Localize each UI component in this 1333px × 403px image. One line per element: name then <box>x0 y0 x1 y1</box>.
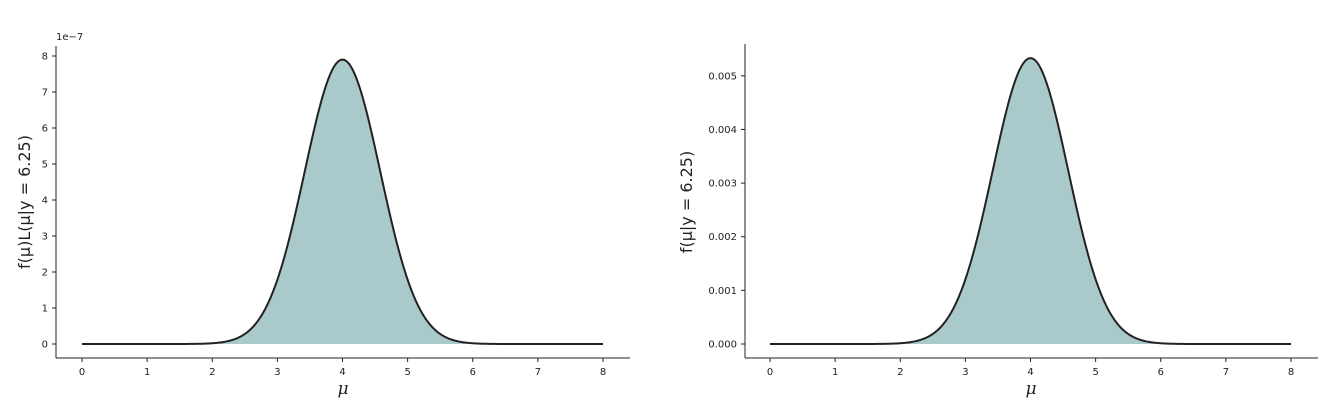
x-tick-label: 0 <box>79 367 85 378</box>
x-tick-label: 1 <box>832 367 838 378</box>
x-tick-label: 3 <box>962 367 968 378</box>
x-tick-label: 7 <box>1223 367 1229 378</box>
x-tick-label: 6 <box>1158 367 1164 378</box>
x-ticks: 0 1 2 3 4 5 6 7 8 <box>79 358 606 378</box>
y-tick-label: 1 <box>42 304 48 315</box>
x-tick-label: 6 <box>470 367 476 378</box>
density-curve <box>82 58 603 345</box>
y-axis-label: f(μ|y = 6.25) <box>677 151 696 253</box>
density-area <box>770 58 1291 345</box>
y-tick-label: 0.004 <box>708 125 737 136</box>
y-ticks: 0 1 2 3 4 5 6 7 8 <box>42 52 56 351</box>
x-tick-label: 8 <box>600 367 606 378</box>
y-tick-label: 8 <box>42 52 48 63</box>
y-tick-label: 0.000 <box>708 340 737 351</box>
y-tick-label: 0 <box>42 340 48 351</box>
y-tick-label: 3 <box>42 232 48 243</box>
x-axis-label: μ <box>337 379 348 399</box>
y-tick-label: 0.003 <box>708 179 737 190</box>
y-axis-label: f(μ)L(μ|y = 6.25) <box>15 135 34 269</box>
chart-right: 0 1 2 3 4 5 6 7 8 0.000 0.001 0.002 0.003 0.004 0.005… <box>677 44 1318 399</box>
y-offset-label: 1e−7 <box>56 32 83 43</box>
density-area <box>82 59 603 344</box>
y-tick-label: 2 <box>42 268 48 279</box>
x-tick-label: 4 <box>339 367 345 378</box>
y-tick-label: 7 <box>42 88 48 99</box>
x-axis-label: μ <box>1025 379 1036 399</box>
y-tick-label: 6 <box>42 124 48 135</box>
density-curve <box>770 57 1291 345</box>
x-ticks: 0 1 2 3 4 5 6 7 8 <box>767 358 1294 378</box>
x-tick-label: 5 <box>404 367 410 378</box>
x-tick-label: 2 <box>209 367 215 378</box>
x-tick-label: 3 <box>274 367 280 378</box>
x-tick-label: 5 <box>1092 367 1098 378</box>
x-tick-label: 4 <box>1027 367 1033 378</box>
y-tick-label: 5 <box>42 160 48 171</box>
chart-left: 0 1 2 3 4 5 6 7 8 0 1 2 3 4 5 6 7 8 1e−7 μ f(μ)L(μ|y = 6… <box>15 32 630 399</box>
y-tick-label: 0.005 <box>708 71 737 82</box>
x-tick-label: 8 <box>1288 367 1294 378</box>
y-tick-label: 0.002 <box>708 232 737 243</box>
y-tick-label: 0.001 <box>708 286 737 297</box>
x-tick-label: 2 <box>897 367 903 378</box>
x-tick-label: 1 <box>144 367 150 378</box>
x-tick-label: 7 <box>535 367 541 378</box>
y-ticks: 0.000 0.001 0.002 0.003 0.004 0.005 <box>708 71 745 351</box>
x-tick-label: 0 <box>767 367 773 378</box>
y-tick-label: 4 <box>42 196 48 207</box>
